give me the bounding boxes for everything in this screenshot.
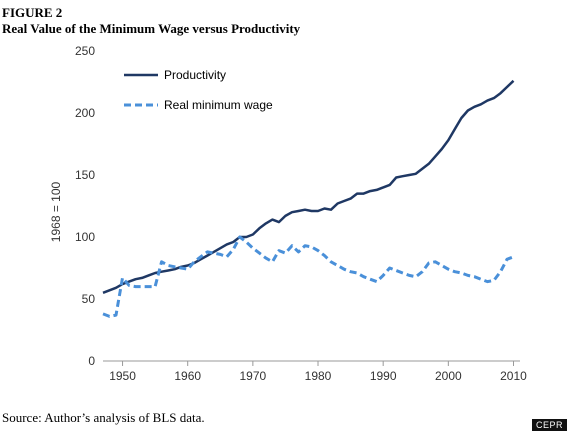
series-line-real-minimum-wage	[102, 235, 515, 318]
chart-series-layer	[102, 79, 515, 318]
series-line-productivity	[102, 79, 515, 294]
y-tick-label: 100	[75, 230, 95, 244]
figure-title: Real Value of the Minimum Wage versus Pr…	[2, 21, 301, 36]
watermark-logo: CEPR	[531, 419, 567, 431]
source-note: Source: Author’s analysis of BLS data.	[2, 410, 205, 425]
y-tick-label: 200	[75, 106, 95, 120]
x-tick-label: 1990	[370, 369, 397, 383]
y-tick-label: 0	[88, 354, 95, 368]
chart-axes: 0 50 100 150 200 250 1950 1960 1970 1980 1990 2000 2…	[75, 44, 527, 383]
x-tick-label: 1950	[109, 369, 136, 383]
y-tick-label: 50	[82, 292, 96, 306]
legend-label: Real minimum wage	[164, 98, 273, 112]
y-tick-label: 150	[75, 168, 95, 182]
x-tick-label: 1980	[305, 369, 332, 383]
x-tick-label: 1960	[174, 369, 201, 383]
y-tick-label: 250	[75, 44, 95, 58]
legend-label: Productivity	[164, 68, 226, 82]
x-tick-label: 2000	[435, 369, 462, 383]
y-axis-label: 1968 = 100	[49, 181, 63, 242]
chart-legend: Productivity Real minimum wage	[124, 68, 273, 112]
figure-label: FIGURE 2	[2, 5, 63, 20]
x-tick-label: 2010	[500, 369, 527, 383]
x-tick-label: 1970	[240, 369, 267, 383]
